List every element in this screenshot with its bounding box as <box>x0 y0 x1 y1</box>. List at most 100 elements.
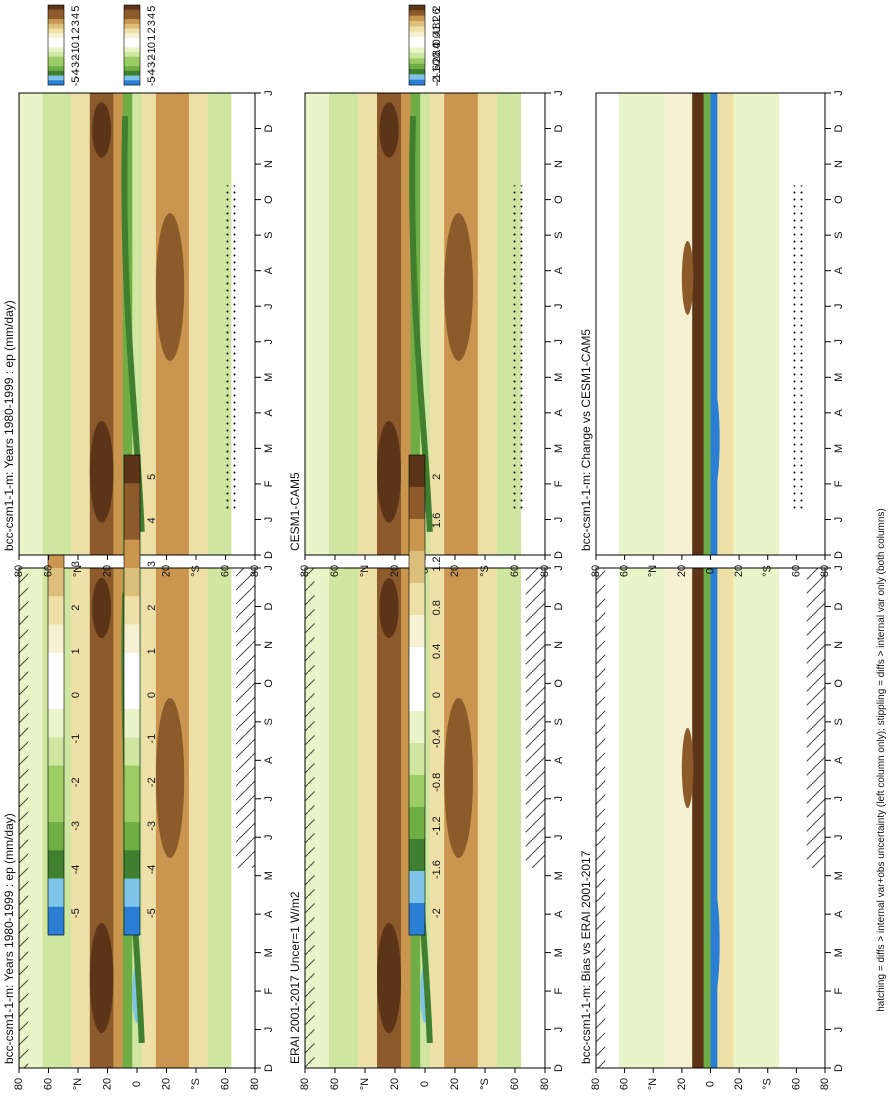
colorbar-label: -2 <box>146 777 158 787</box>
colorbar-cell <box>409 53 425 59</box>
colorbar-cell <box>48 680 64 710</box>
colorbar-cell <box>409 63 425 70</box>
colorbar-label: 0 <box>146 42 158 48</box>
colorbar-cell <box>124 14 140 20</box>
colorbar-cell <box>409 839 425 872</box>
field-band <box>357 568 378 1068</box>
month-label: J <box>263 303 275 309</box>
month-label: A <box>263 409 275 417</box>
lat-label: 80 <box>249 1078 261 1090</box>
colorbar-label: -5 <box>70 908 82 918</box>
colorbar-cell <box>48 70 64 76</box>
colorbar-label: -3 <box>70 62 82 72</box>
month-label: M <box>263 373 275 382</box>
month-label: O <box>263 195 275 204</box>
colorbar-label: -4 <box>70 865 82 875</box>
panel-title: bcc-csm1-1-m: Change vs CESM1-CAM5 <box>579 329 593 551</box>
month-label: M <box>833 948 845 957</box>
month-label: O <box>553 679 565 688</box>
lat-label: 20 <box>676 565 688 577</box>
colorbar-cell <box>409 5 425 11</box>
colorbar-cell <box>48 61 64 67</box>
hatching-n <box>19 568 29 1068</box>
colorbar-cell <box>48 23 64 29</box>
colorbar-label: 2 <box>146 27 158 33</box>
colorbar-cell <box>124 878 140 908</box>
blob-sh-winter <box>444 698 473 858</box>
colorbar-cell <box>124 680 140 710</box>
colorbar-label: -2 <box>70 55 82 65</box>
colorbar-cell <box>124 765 140 795</box>
month-label: J <box>553 90 565 96</box>
field-band <box>401 568 412 1068</box>
month-label: M <box>263 444 275 453</box>
lat-label: 60 <box>619 565 631 577</box>
month-label: J <box>833 303 845 309</box>
month-label: F <box>263 480 275 487</box>
colorbar-label: 5 <box>146 6 158 12</box>
lat-label: 20 <box>676 1078 688 1090</box>
lat-label: 20 <box>733 1078 745 1090</box>
lat-label: 20 <box>389 1078 401 1090</box>
field-band <box>692 568 705 1068</box>
month-label: M <box>833 373 845 382</box>
field-band <box>113 568 124 1068</box>
field-band <box>733 568 780 1068</box>
field-band <box>733 93 780 555</box>
colorbar-label: -3 <box>146 62 158 72</box>
month-label: D <box>553 602 565 610</box>
field-band <box>305 93 330 555</box>
month-label: A <box>263 756 275 764</box>
month-label: D <box>833 551 845 559</box>
colorbar-cell <box>409 519 425 552</box>
colorbar-cell <box>409 42 425 48</box>
colorbar-label: 0 <box>146 692 158 698</box>
colorbar-cell <box>48 19 64 25</box>
panel-title: ERAI 2001-2017 Uncer=1 W/m2 <box>288 891 302 1064</box>
colorbar-cell <box>124 37 140 43</box>
colorbar-cell <box>409 583 425 616</box>
colorbar-cell <box>409 26 425 32</box>
month-label: J <box>263 90 275 96</box>
colorbar-label: 3 <box>146 20 158 26</box>
colorbar-label: 1 <box>70 35 82 41</box>
colorbar-frame <box>123 454 141 936</box>
colorbar-label: -4 <box>70 69 82 79</box>
month-label: M <box>833 871 845 880</box>
month-label: F <box>553 987 565 994</box>
field-band <box>42 93 72 555</box>
month-label: N <box>553 641 565 649</box>
month-label: J <box>553 303 565 309</box>
colorbar-label: -4 <box>146 69 158 79</box>
lat-label: °N <box>647 565 659 577</box>
colorbar-label: 1.6 <box>431 8 443 23</box>
colorbar-cell <box>409 711 425 744</box>
colorbar-label: 0.4 <box>431 644 443 659</box>
field-band <box>19 93 44 555</box>
field-band <box>477 568 498 1068</box>
field-band <box>703 93 711 555</box>
colorbar-cell <box>409 903 425 936</box>
colorbar-label: 2 <box>146 605 158 611</box>
lat-label: 80 <box>590 565 602 577</box>
month-label: J <box>263 834 275 840</box>
colorbar-cell <box>124 56 140 62</box>
lat-label: 80 <box>819 565 831 577</box>
colorbar-label: 1 <box>70 648 82 654</box>
panel-title: bcc-csm1-1-m: Years 1980-1999 : ep (mm/d… <box>2 813 16 1064</box>
lat-label: °N <box>359 565 371 577</box>
colorbar-cell <box>48 596 64 625</box>
month-label: J <box>263 1027 275 1033</box>
colorbar-cell <box>48 737 64 766</box>
month-label: O <box>833 195 845 204</box>
colorbar-label: 1 <box>146 35 158 41</box>
blob-nh-winter <box>377 421 401 523</box>
month-label: J <box>833 565 845 571</box>
colorbar-label: -1.2 <box>431 816 443 835</box>
month-label: A <box>553 910 565 918</box>
field-band <box>329 568 359 1068</box>
blob-bias <box>710 893 720 993</box>
colorbar-cell <box>409 10 425 16</box>
